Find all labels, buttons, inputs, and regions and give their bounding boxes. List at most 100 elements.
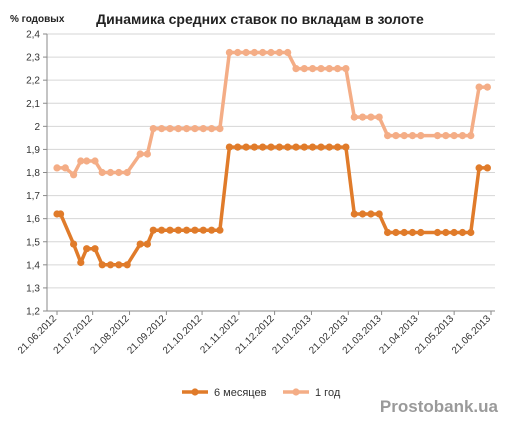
data-point [300, 65, 308, 73]
data-point [158, 226, 166, 234]
chart-title: Динамика средних ставок по вкладам в зол… [96, 11, 424, 27]
data-point [166, 125, 174, 133]
data-point [317, 65, 325, 73]
data-point [275, 143, 283, 151]
data-point [199, 226, 207, 234]
data-point [106, 261, 115, 269]
data-point [91, 157, 99, 165]
y-tick-label: 1,6 [26, 214, 40, 225]
data-point [392, 132, 400, 140]
data-point [267, 48, 275, 57]
data-point [292, 65, 300, 73]
data-point [77, 157, 85, 165]
data-point [384, 228, 392, 237]
data-point [458, 228, 467, 237]
legend-label: 6 месяцев [214, 387, 267, 399]
data-point [143, 240, 151, 248]
data-point [433, 132, 442, 140]
data-point [115, 261, 123, 269]
data-point [325, 65, 333, 73]
data-point [183, 226, 191, 234]
data-point [375, 210, 383, 218]
data-point [91, 245, 99, 253]
legend-label: 1 год [315, 387, 341, 399]
y-tick-label: 1,3 [26, 283, 40, 294]
data-point [83, 157, 91, 165]
legend: 6 месяцев 1 год [182, 387, 341, 399]
data-point [292, 143, 300, 151]
data-point [450, 132, 458, 140]
data-point [183, 125, 191, 133]
data-point [208, 125, 216, 133]
watermark: Prostobank.ua [380, 397, 499, 416]
y-tick-label: 1,4 [26, 260, 40, 271]
data-point [61, 164, 69, 172]
x-tick-label: 21.10.2012 [161, 313, 204, 356]
y-tick-label: 2 [34, 122, 40, 133]
data-point [98, 261, 106, 269]
data-point [309, 65, 317, 73]
y-tick-label: 2,4 [26, 30, 40, 41]
data-point [309, 143, 317, 151]
y-tick-label: 1,8 [26, 168, 40, 179]
data-point [442, 132, 450, 140]
data-point [400, 228, 408, 237]
data-point [136, 240, 144, 248]
data-point [342, 143, 350, 151]
data-point [400, 132, 408, 140]
data-point [225, 143, 233, 151]
y-tick-label: 1,9 [26, 145, 40, 156]
data-point [123, 261, 131, 269]
data-point [317, 143, 325, 151]
data-point [350, 210, 358, 218]
data-point [408, 228, 417, 237]
data-point [334, 65, 342, 73]
data-point [136, 150, 144, 158]
data-point [375, 113, 383, 121]
data-point [475, 164, 483, 172]
data-point [392, 228, 400, 237]
data-point [250, 48, 258, 57]
y-tick-label: 1,5 [26, 237, 40, 248]
data-point [408, 132, 417, 140]
series-line [55, 50, 490, 177]
data-point [143, 150, 151, 158]
data-point [367, 210, 375, 218]
y-tick-label: 2,2 [26, 76, 40, 87]
data-point [417, 228, 425, 237]
data-point [53, 164, 61, 172]
data-point [149, 226, 157, 234]
data-point [450, 228, 458, 237]
legend-swatch-marker [292, 388, 300, 396]
data-point [70, 171, 78, 179]
series-line [55, 145, 490, 267]
data-point [342, 65, 350, 73]
data-point [325, 143, 333, 151]
data-point [284, 143, 292, 151]
data-point [259, 48, 267, 57]
y-tick-label: 1,7 [26, 191, 40, 202]
data-point [483, 83, 491, 91]
data-point [208, 226, 216, 234]
data-point [158, 125, 166, 133]
legend-swatch-marker [191, 388, 199, 396]
data-point [359, 210, 367, 218]
y-tick-label: 2,3 [26, 53, 40, 64]
y-axis-label: % годовых [10, 14, 65, 25]
data-point [216, 125, 224, 133]
data-point [475, 83, 483, 91]
data-point [123, 168, 131, 177]
data-point [359, 113, 367, 121]
data-point [98, 168, 106, 177]
x-tick-labels: 21.06.201221.07.201221.08.201221.09.2012… [16, 313, 493, 356]
data-point [166, 226, 174, 234]
y-tick-label: 2,1 [26, 99, 40, 110]
data-point [199, 125, 207, 133]
data-point [242, 48, 250, 57]
data-point [284, 48, 292, 57]
data-point [106, 168, 115, 177]
data-point [300, 143, 308, 151]
data-point [234, 48, 242, 57]
x-tick-label: 21.06.2013 [450, 313, 493, 356]
data-point [275, 48, 283, 57]
